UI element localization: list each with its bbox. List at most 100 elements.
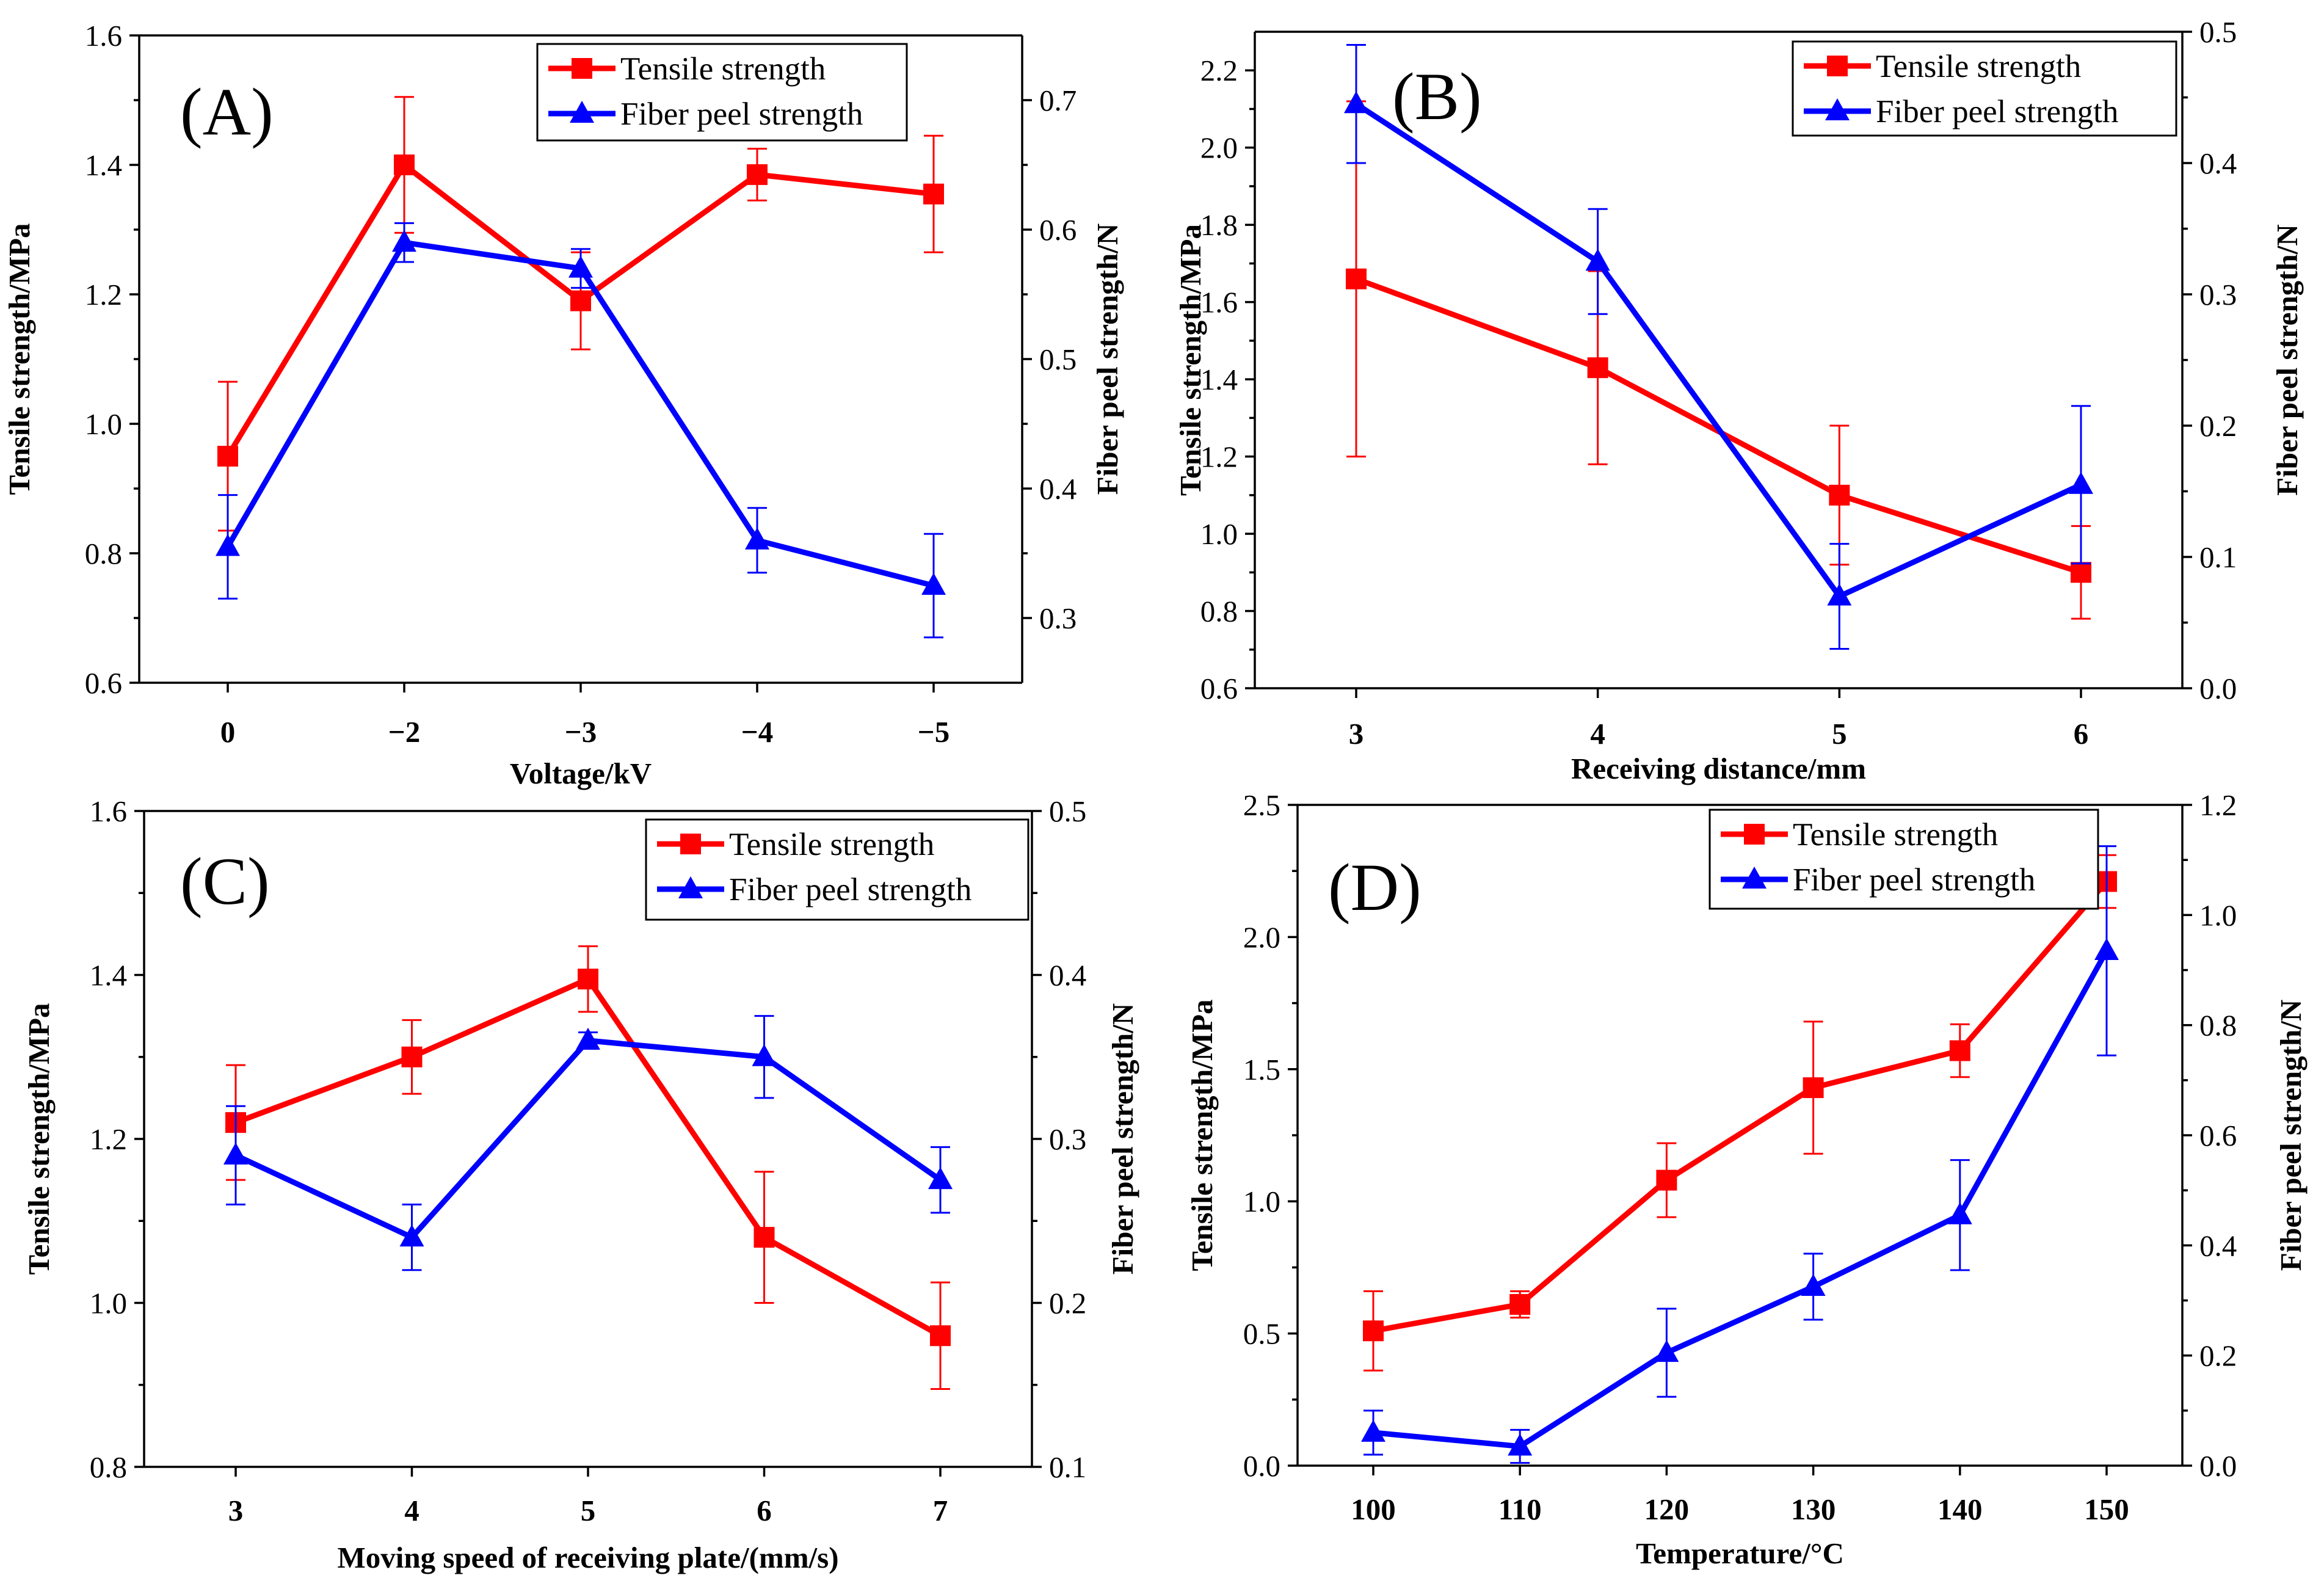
y-tick-label: 1.2 (85, 278, 122, 311)
y-tick-label: 0.6 (1200, 672, 1238, 705)
x-tick-label: 5 (581, 1494, 596, 1527)
y-tick-label: 2.0 (1200, 131, 1238, 165)
legend-label: Tensile strength (729, 827, 934, 862)
x-axis-title: Moving speed of receiving plate/(mm/s) (337, 1541, 838, 1574)
y2-axis-title: Fiber peel strength/N (2274, 1000, 2308, 1271)
legend: Tensile strength Fiber peel strength (1792, 40, 2177, 137)
data-point (392, 230, 416, 252)
data-point (930, 1325, 951, 1347)
series-tensile-strength (217, 96, 944, 532)
series-fiber-peel-strength (223, 1015, 953, 1271)
data-point (2069, 471, 2093, 494)
x-tick-label: 6 (2074, 717, 2089, 751)
x-tick-label: −4 (741, 715, 773, 749)
data-point (1801, 1273, 1826, 1296)
x-tick-label: 3 (228, 1494, 244, 1527)
y-tick-label: 0.0 (1243, 1449, 1280, 1483)
y2-tick-label: 0.5 (1049, 794, 1086, 828)
data-point (1509, 1293, 1531, 1315)
y2-tick-label: 0.6 (1039, 213, 1077, 247)
y2-tick-label: 0.2 (2199, 1339, 2237, 1373)
y2-tick-label: 1.2 (2199, 788, 2237, 822)
y2-tick-label: 0.6 (2199, 1119, 2237, 1152)
y2-tick-label: 0.0 (2199, 672, 2237, 705)
y-axis-title: Tensile strength/MPa (22, 1003, 56, 1274)
legend-label: Fiber peel strength (1876, 94, 2118, 129)
panel-label: (B) (1392, 59, 1482, 134)
series-line (1373, 949, 2109, 1449)
data-point (1827, 583, 1852, 606)
legend-swatch-marker (570, 101, 594, 123)
data-point (578, 969, 598, 990)
y2-tick-label: 0.3 (1049, 1122, 1086, 1156)
y-tick-label: 0.8 (90, 1450, 127, 1484)
legend-swatch-marker (1827, 56, 1848, 76)
data-point (753, 1227, 775, 1248)
x-tick-label: 3 (1349, 717, 1364, 751)
data-point (1361, 1419, 1385, 1442)
y-axis-title: Tensile strength/MPa (1185, 999, 1219, 1271)
x-tick-label: 4 (1590, 717, 1605, 751)
y2-axis-title: Fiber peel strength/N (1106, 1003, 1139, 1275)
y2-axis-title: Fiber peel strength/N (2270, 224, 2304, 496)
x-tick-label: 110 (1498, 1493, 1542, 1526)
data-point (1654, 1340, 1679, 1362)
y-tick-label: 1.2 (1200, 440, 1238, 474)
legend-label: Fiber peel strength (620, 96, 863, 132)
data-point (2071, 562, 2091, 583)
y-tick-label: 1.0 (85, 407, 122, 441)
data-point (401, 1046, 423, 1067)
y2-tick-label: 0.5 (2199, 15, 2237, 49)
data-point (923, 183, 944, 205)
legend-box (645, 818, 1029, 921)
data-point (1585, 249, 1610, 271)
legend-label: Tensile strength (1793, 817, 1998, 853)
legend-box (1709, 809, 2099, 910)
data-point (570, 290, 591, 311)
y-tick-label: 0.5 (1243, 1317, 1280, 1351)
data-point (747, 164, 768, 185)
data-point (1803, 1077, 1824, 1099)
legend: Tensile strength Fiber peel strength (645, 818, 1029, 921)
y-tick-label: 1.5 (1243, 1053, 1280, 1086)
series-fiber-peel-strength (216, 222, 946, 639)
y-tick-label: 1.8 (1200, 208, 1238, 242)
data-point (2094, 937, 2119, 960)
legend: Tensile strength Fiber peel strength (1709, 809, 2099, 910)
y-tick-label: 1.0 (90, 1287, 127, 1320)
data-point (921, 573, 946, 595)
y-tick-label: 1.4 (1200, 363, 1238, 396)
y2-tick-label: 0.4 (2199, 147, 2237, 180)
data-point (1587, 357, 1608, 379)
chart-panel-2: 3 4 5 6 0.6 0.8 1.0 1.2 1.4 1.6 1.8 2.0 2.2 0.0 0.1 0.2… (1174, 15, 2304, 785)
data-point (1344, 91, 1368, 114)
legend-label: Tensile strength (620, 51, 826, 87)
y2-tick-label: 0.3 (2199, 278, 2237, 311)
y2-axis-title: Fiber peel strength/N (1091, 224, 1124, 495)
y-axis-title: Tensile strength/MPa (2, 223, 36, 495)
data-point (1363, 1320, 1384, 1342)
y-tick-label: 2.2 (1200, 54, 1238, 87)
legend-swatch-marker (678, 876, 703, 898)
x-tick-label: −3 (565, 715, 597, 749)
y-tick-label: 0.8 (85, 537, 122, 570)
legend-swatch-marker (1825, 98, 1850, 120)
series-line (1354, 101, 2082, 599)
x-axis-title: Voltage/kV (510, 757, 652, 790)
series-tensile-strength (1363, 854, 2117, 1372)
x-tick-label: 150 (2084, 1493, 2129, 1526)
panel-label: (A) (180, 75, 274, 149)
y2-tick-label: 0.8 (2199, 1009, 2237, 1042)
chart-panel-1: 0 −2 −3 −4 −5 0.6 0.8 1.0 1.2 1.4 1.6 0.3 0.4 0.5 0.6 0… (2, 19, 1124, 790)
x-tick-label: 120 (1644, 1493, 1690, 1526)
x-axis-title: Receiving distance/mm (1571, 752, 1866, 785)
y2-tick-label: 1.0 (2199, 898, 2237, 932)
data-point (223, 1142, 248, 1165)
legend-label: Tensile strength (1876, 49, 2081, 84)
panel-label: (C) (180, 844, 270, 918)
x-tick-label: 5 (1832, 717, 1847, 751)
data-point (1346, 268, 1367, 289)
data-point (399, 1224, 424, 1247)
chart-panel-3: 3 4 5 6 7 0.8 1.0 1.2 1.4 1.6 0.1 0.2 0.3 0.4 0.5 Movin… (22, 794, 1139, 1574)
data-point (1829, 484, 1850, 506)
